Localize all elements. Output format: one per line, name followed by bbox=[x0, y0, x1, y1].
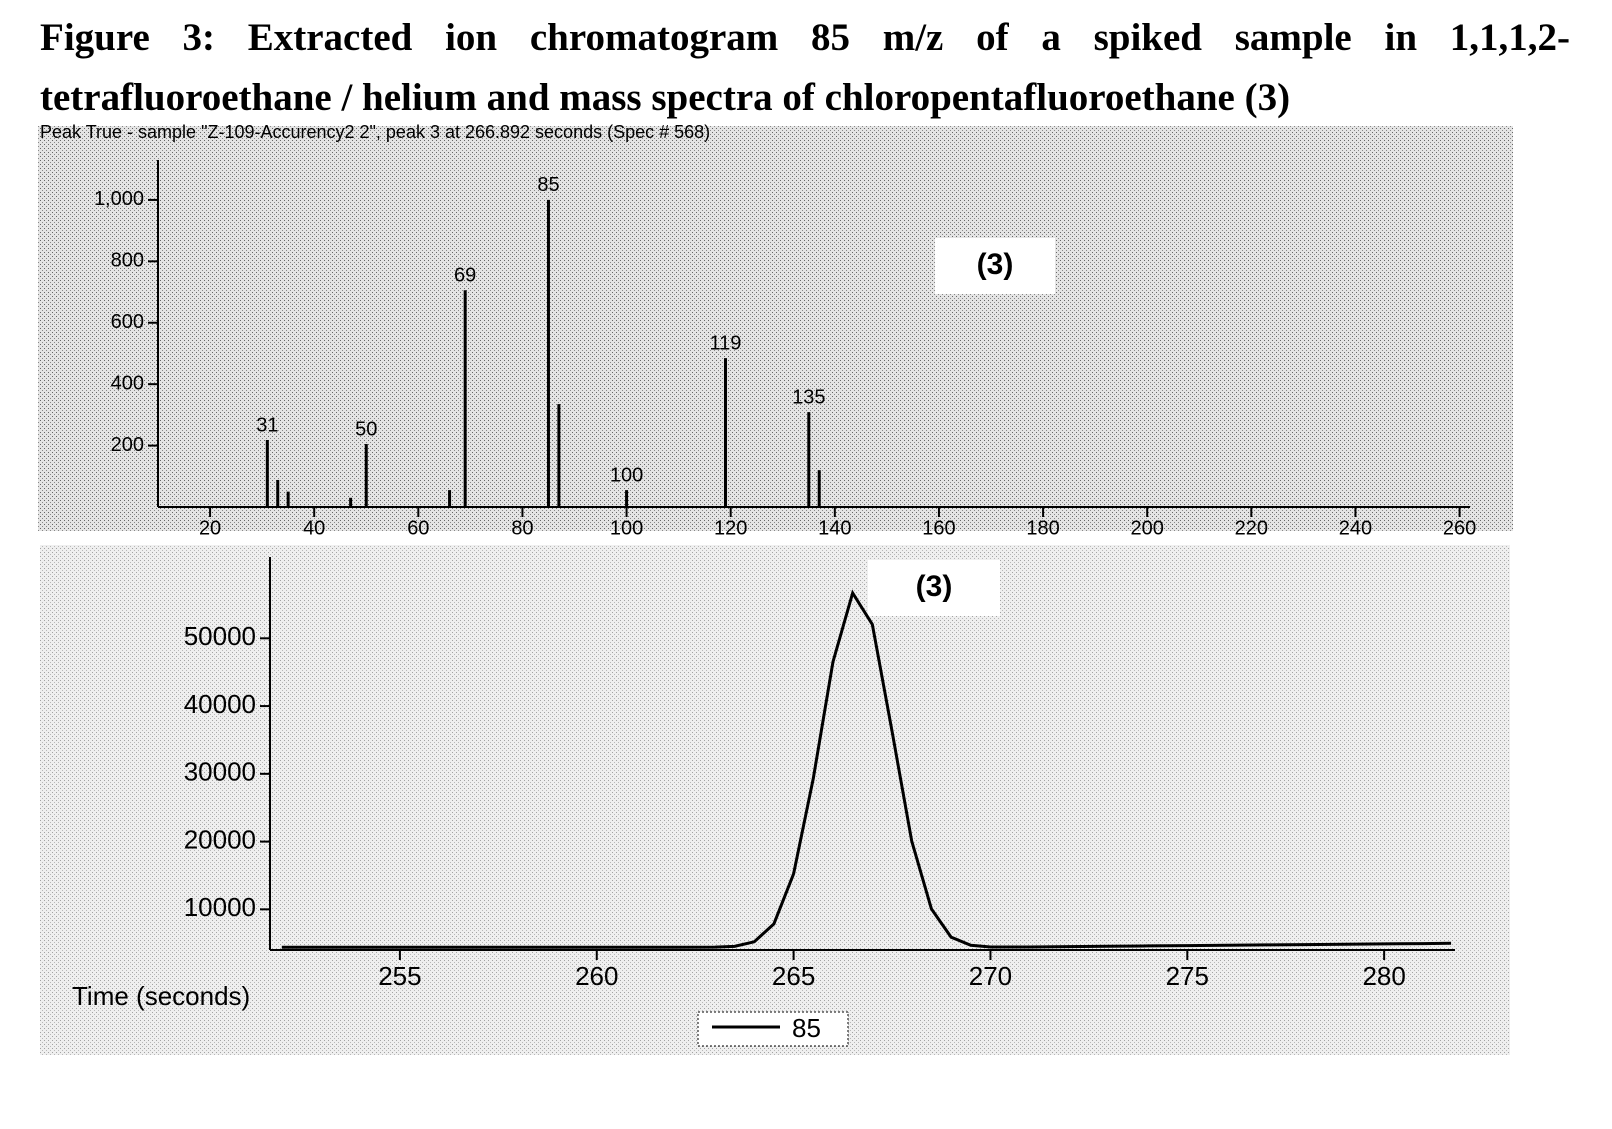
y-tick-label: 10000 bbox=[184, 892, 256, 922]
chart-subtitle: Peak True - sample "Z-109-Accurency2 2",… bbox=[40, 122, 710, 142]
y-tick-label: 1,000 bbox=[94, 188, 144, 210]
peak-label: 119 bbox=[710, 332, 742, 354]
y-tick-label: 200 bbox=[111, 434, 144, 456]
x-tick-label: 160 bbox=[922, 517, 955, 539]
y-tick-label: 600 bbox=[111, 311, 144, 333]
y-tick-label: 50000 bbox=[184, 621, 256, 651]
legend-label: 85 bbox=[792, 1013, 821, 1043]
peak-label: 85 bbox=[537, 174, 559, 196]
peak-label: 100 bbox=[610, 464, 643, 486]
peak-label: 50 bbox=[355, 418, 377, 440]
x-axis-label: Time (seconds) bbox=[72, 981, 250, 1011]
y-tick-label: 400 bbox=[111, 372, 144, 394]
y-tick-label: 800 bbox=[111, 250, 144, 272]
x-tick-label: 260 bbox=[575, 961, 618, 991]
peak-label: 69 bbox=[454, 264, 476, 286]
y-tick-label: 20000 bbox=[184, 824, 256, 854]
x-tick-label: 120 bbox=[714, 517, 747, 539]
x-tick-label: 255 bbox=[378, 961, 421, 991]
y-tick-label: 40000 bbox=[184, 689, 256, 719]
x-tick-label: 275 bbox=[1166, 961, 1209, 991]
x-tick-label: 20 bbox=[199, 517, 221, 539]
x-tick-label: 265 bbox=[772, 961, 815, 991]
x-tick-label: 270 bbox=[969, 961, 1012, 991]
x-tick-label: 260 bbox=[1443, 517, 1476, 539]
x-tick-label: 280 bbox=[1362, 961, 1405, 991]
x-tick-label: 220 bbox=[1235, 517, 1268, 539]
peak-label: 31 bbox=[256, 414, 278, 436]
x-tick-label: 140 bbox=[818, 517, 851, 539]
x-tick-label: 200 bbox=[1131, 517, 1164, 539]
panel-background bbox=[38, 126, 1513, 531]
legend-box bbox=[698, 1012, 848, 1046]
x-tick-label: 240 bbox=[1339, 517, 1372, 539]
annotation: (3) bbox=[916, 570, 953, 603]
x-tick-label: 60 bbox=[407, 517, 429, 539]
x-tick-label: 80 bbox=[511, 517, 533, 539]
x-tick-label: 180 bbox=[1026, 517, 1059, 539]
peak-label: 135 bbox=[792, 386, 825, 408]
x-tick-label: 40 bbox=[303, 517, 325, 539]
y-tick-label: 30000 bbox=[184, 757, 256, 787]
annotation: (3) bbox=[977, 248, 1014, 281]
x-tick-label: 100 bbox=[610, 517, 643, 539]
